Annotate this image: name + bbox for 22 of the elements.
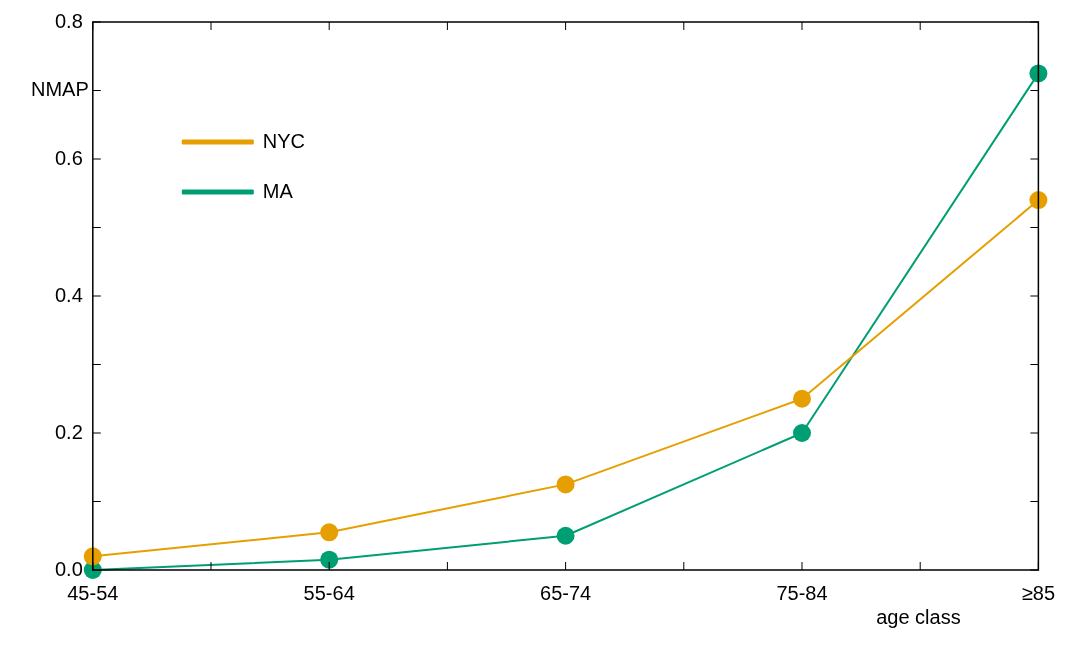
x-tick-label: 65-74 — [540, 581, 592, 604]
y-tick-label: 0.8 — [54, 9, 83, 32]
point — [320, 550, 339, 569]
x-tick-label: ≥85 — [1021, 581, 1056, 604]
point — [320, 523, 339, 542]
point — [792, 389, 811, 408]
x-tick-label: 45-54 — [67, 581, 119, 604]
point — [1029, 64, 1048, 83]
y-tick-label: 0.2 — [54, 420, 83, 443]
point — [556, 475, 575, 494]
point — [792, 424, 811, 442]
y-axis-title: NMAP — [31, 78, 89, 101]
point — [1029, 191, 1048, 210]
y-tick-label: 0.4 — [54, 283, 83, 306]
x-axis-title: age class — [876, 605, 961, 628]
y-tick-label: 0.6 — [54, 146, 83, 169]
legend-label: MA — [262, 179, 294, 202]
x-tick-label: 55-64 — [303, 581, 355, 604]
legend-label: NYC — [262, 129, 306, 152]
x-tick-label: 75-84 — [776, 581, 828, 604]
point — [556, 526, 575, 545]
y-tick-label: 0.0 — [54, 557, 83, 580]
